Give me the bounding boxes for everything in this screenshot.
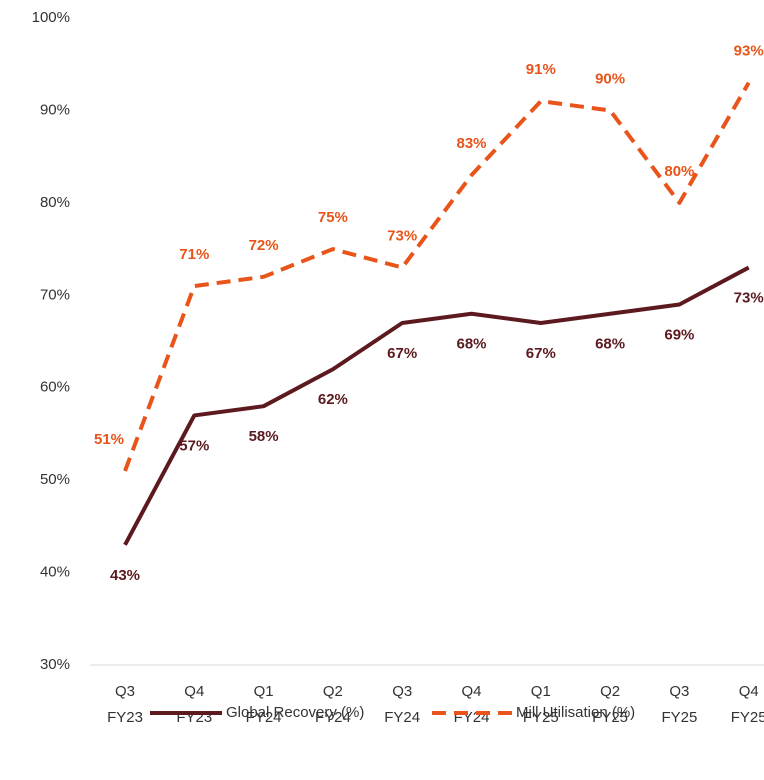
y-tick-label: 50% — [40, 471, 70, 488]
y-tick-label: 90% — [40, 101, 70, 118]
data-label: 69% — [664, 326, 694, 343]
x-tick-label: Q1 — [254, 683, 274, 700]
data-label: 67% — [526, 345, 556, 362]
line-series — [123, 81, 751, 472]
line-series — [123, 265, 750, 546]
data-label: 73% — [387, 228, 417, 245]
y-tick-label: 100% — [32, 9, 70, 26]
x-tick-label: FY25 — [592, 709, 628, 726]
data-label: 58% — [249, 428, 279, 445]
y-tick-label: 30% — [40, 656, 70, 673]
x-tick-label: Q2 — [323, 683, 343, 700]
x-tick-label: FY24 — [246, 709, 282, 726]
x-tick-label: Q2 — [600, 683, 620, 700]
x-tick-label: FY24 — [315, 709, 351, 726]
data-label: 90% — [595, 70, 625, 87]
x-tick-label: FY25 — [661, 709, 697, 726]
data-label: 57% — [179, 437, 209, 454]
data-label: 62% — [318, 391, 348, 408]
data-label: 68% — [456, 336, 486, 353]
data-label: 51% — [94, 431, 124, 448]
data-label: 73% — [734, 290, 764, 307]
data-label: 67% — [387, 345, 417, 362]
data-label: 91% — [526, 61, 556, 78]
x-tick-label: Q4 — [739, 683, 759, 700]
data-label: 72% — [249, 237, 279, 254]
y-tick-label: 40% — [40, 564, 70, 581]
x-tick-label: Q3 — [669, 683, 689, 700]
data-label: 43% — [110, 567, 140, 584]
x-tick-label: Q1 — [531, 683, 551, 700]
data-label: 71% — [179, 246, 209, 263]
x-tick-label: Q3 — [115, 683, 135, 700]
x-tick-label: Q3 — [392, 683, 412, 700]
data-label: 83% — [456, 135, 486, 152]
x-tick-label: FY25 — [523, 709, 559, 726]
x-tick-label: FY25 — [731, 709, 764, 726]
legend-label: Mill Utilisation (%) — [516, 704, 635, 721]
x-tick-label: Q4 — [461, 683, 481, 700]
data-label: 68% — [595, 336, 625, 353]
legend-label: Global Recovery (%) — [226, 704, 364, 721]
x-tick-label: FY24 — [384, 709, 420, 726]
y-tick-label: 70% — [40, 286, 70, 303]
y-tick-label: 80% — [40, 194, 70, 211]
y-tick-label: 60% — [40, 379, 70, 396]
data-label: 80% — [664, 163, 694, 180]
x-tick-label: FY23 — [107, 709, 143, 726]
x-tick-label: Q4 — [184, 683, 204, 700]
data-label: 93% — [734, 43, 764, 60]
data-label: 75% — [318, 209, 348, 226]
